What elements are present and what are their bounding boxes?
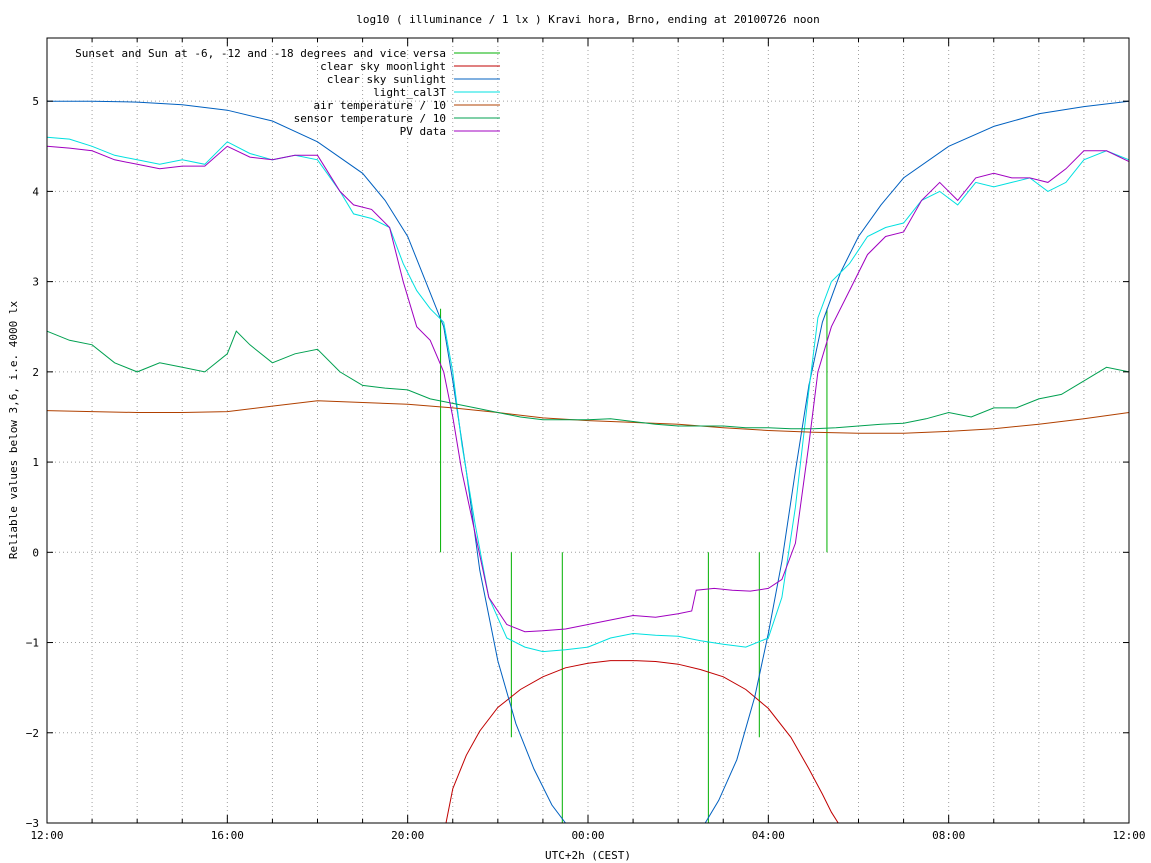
y-tick-label: 5 <box>32 95 39 108</box>
series-sensor-temperature-10 <box>46 330 1130 430</box>
x-tick-label: 12:00 <box>1112 829 1145 842</box>
series-light-cal3t <box>46 136 1130 653</box>
series-clear-sky-moonlight <box>445 660 839 824</box>
x-tick-label: 00:00 <box>571 829 604 842</box>
x-tick-label: 20:00 <box>391 829 424 842</box>
legend-label: sensor temperature / 10 <box>294 112 446 125</box>
legend-label: light_cal3T <box>373 86 446 99</box>
series-lines <box>46 100 1130 824</box>
series-pv-data <box>46 145 1130 633</box>
series-air-temperature-10 <box>46 400 1130 434</box>
x-axis-label: UTC+2h (CEST) <box>545 849 631 862</box>
y-tick-label: −1 <box>26 637 39 650</box>
x-tick-label: 08:00 <box>932 829 965 842</box>
y-axis-label: Reliable values below 3,6, i.e. 4000 lx <box>7 300 20 559</box>
x-tick-label: 16:00 <box>211 829 244 842</box>
y-tick-label: 0 <box>32 546 39 559</box>
x-tick-label: 04:00 <box>752 829 785 842</box>
legend-label: air temperature / 10 <box>314 99 446 112</box>
y-tick-label: 4 <box>32 185 39 198</box>
y-tick-label: −2 <box>26 727 39 740</box>
legend-label: clear sky moonlight <box>320 60 446 73</box>
x-tick-label: 12:00 <box>30 829 63 842</box>
legend: Sunset and Sun at -6, -12 and -18 degree… <box>75 47 500 138</box>
chart-title: log10 ( illuminance / 1 lx ) Kravi hora,… <box>356 13 820 26</box>
legend-label: Sunset and Sun at -6, -12 and -18 degree… <box>75 47 446 60</box>
y-tick-label: 2 <box>32 366 39 379</box>
series-clear-sky-sunlight <box>47 100 1130 824</box>
y-tick-label: 3 <box>32 276 39 289</box>
y-tick-label: −3 <box>26 817 39 830</box>
legend-label: PV data <box>400 125 446 138</box>
axis-ticks: −3 −2 −1 0 1 2 3 4 5 12:00 16:00 20:00 00:00 04:00 08:… <box>26 38 1146 842</box>
y-tick-label: 1 <box>32 456 39 469</box>
legend-label: clear sky sunlight <box>327 73 446 86</box>
